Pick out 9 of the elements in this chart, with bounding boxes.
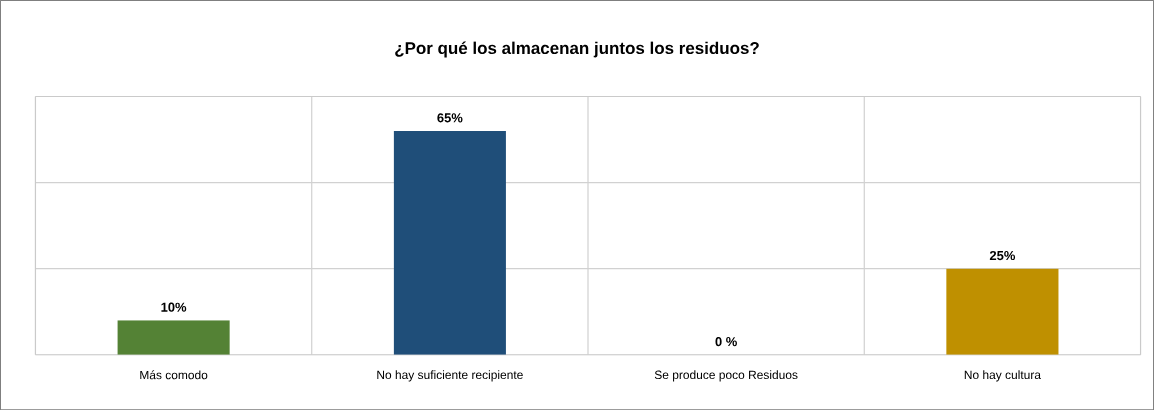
x-tick-label: No hay suficiente recipiente: [377, 370, 523, 382]
data-label: 25%: [989, 250, 1016, 261]
x-tick-label: Más comodo: [140, 370, 208, 380]
data-label: 0 %: [715, 336, 737, 347]
chart-title: ¿Por qué los almacenan juntos los residuos?: [395, 41, 759, 58]
x-tick-label: Se produce poco Residuos: [654, 370, 798, 382]
data-label: 10%: [161, 302, 187, 312]
x-tick-label: No hay cultura: [964, 370, 1041, 382]
data-label: 65%: [437, 113, 463, 123]
